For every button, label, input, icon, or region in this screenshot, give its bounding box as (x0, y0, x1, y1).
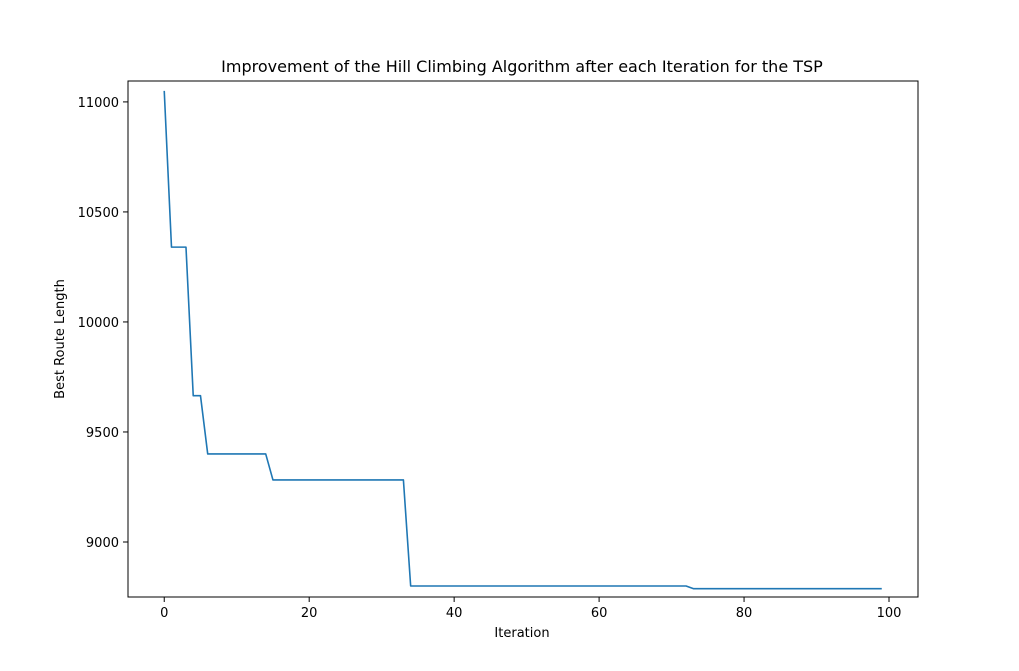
y-axis-label: Best Route Length (53, 279, 68, 399)
x-tick-label: 20 (301, 606, 318, 621)
axes-frame (127, 80, 919, 598)
x-axis-ticks: 0 20 40 60 80 100 (160, 597, 901, 621)
plot-area (127, 80, 919, 598)
y-tick-label: 10000 (78, 316, 119, 331)
y-tick-label: 10500 (78, 206, 119, 221)
series-line-0 (163, 90, 882, 590)
x-tick-label: 80 (736, 606, 753, 621)
y-tick-label: 11000 (78, 96, 119, 111)
x-tick-label: 0 (160, 606, 168, 621)
y-axis-ticks: 9000 9500 10000 10500 11000 (78, 96, 128, 551)
y-tick-label: 9000 (86, 536, 119, 551)
x-tick-label: 40 (446, 606, 463, 621)
chart-title: Improvement of the Hill Climbing Algorit… (221, 57, 823, 76)
x-tick-label: 60 (591, 606, 608, 621)
y-tick-label: 9500 (86, 426, 119, 441)
x-tick-label: 100 (877, 606, 902, 621)
x-axis-label: Iteration (494, 626, 549, 641)
